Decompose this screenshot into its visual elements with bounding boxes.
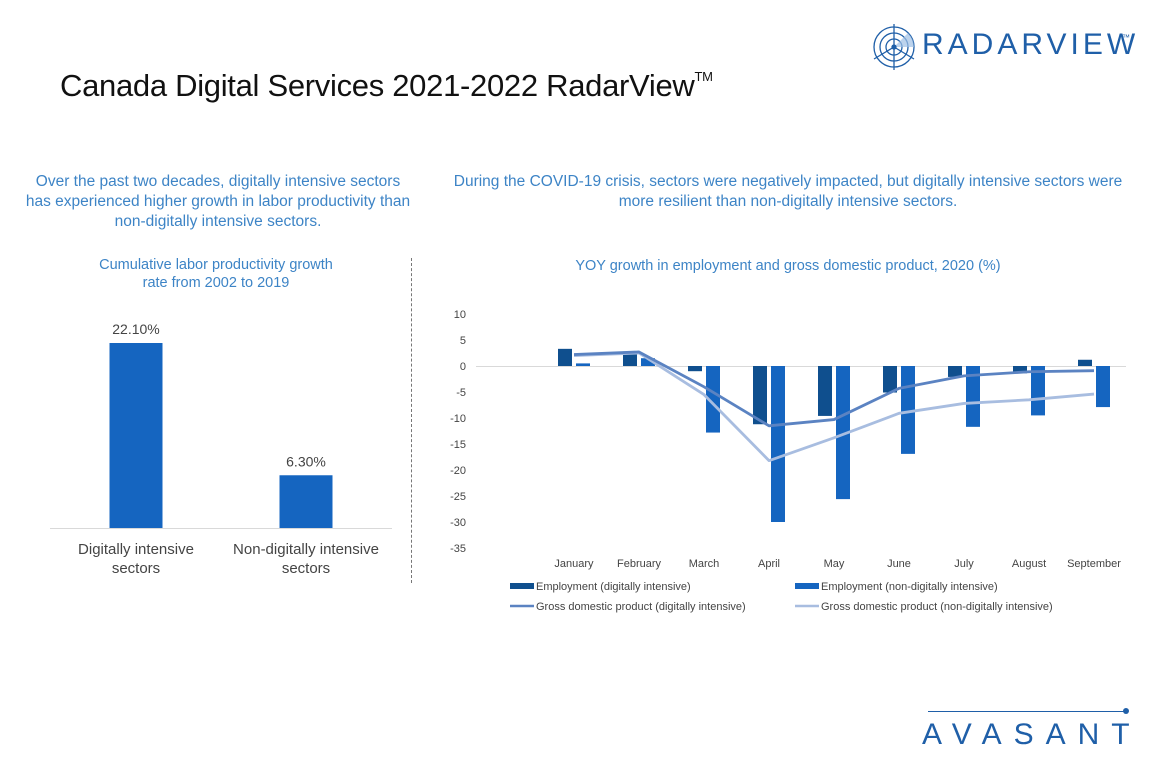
data-label: 22.10%: [112, 321, 159, 337]
bar: [688, 366, 702, 372]
bar: [576, 363, 590, 366]
series-line: [573, 350, 1095, 428]
x-tick-label: sectors: [112, 560, 160, 577]
bar: [966, 366, 980, 427]
bar: [706, 366, 720, 433]
right-lead-text: During the COVID-19 crisis, sectors were…: [453, 173, 1123, 210]
legend-label: Gross domestic product (non-digitally in…: [821, 601, 1053, 613]
x-tick-label: August: [1012, 558, 1046, 570]
avasant-logo-line: [928, 711, 1124, 712]
radarview-logo-tm: ™: [1122, 33, 1130, 42]
legend-swatch: [510, 583, 534, 589]
bar: [836, 366, 850, 500]
left-chart-title: Cumulative labor productivity growth rat…: [40, 256, 392, 292]
data-label: 6.30%: [286, 453, 326, 469]
left-chart-title-line1: Cumulative labor productivity growth: [99, 257, 333, 273]
radarview-logo-text: RADARVIEW: [922, 28, 1140, 61]
page-title: Canada Digital Services 2021-2022 RadarV…: [60, 68, 713, 104]
bar: [641, 358, 655, 366]
y-tick-label: 0: [460, 361, 466, 373]
productivity-bar-chart: 22.10% Digitally intensive sectors 6.30% Non…: [50, 321, 392, 577]
bar: [818, 366, 832, 416]
x-tick-label: April: [758, 558, 780, 570]
bar: [109, 343, 163, 528]
radar-icon: [873, 24, 915, 70]
left-lead-text: Over the past two decades, digitally int…: [25, 173, 411, 230]
bar: [1096, 366, 1110, 408]
y-tick-label: -5: [456, 387, 466, 399]
y-tick-label: -30: [450, 517, 466, 529]
panel-divider: [411, 258, 412, 583]
radarview-logo: [873, 24, 915, 70]
x-tick-label: sectors: [282, 560, 330, 577]
legend-label: Employment (digitally intensive): [536, 581, 691, 593]
bar: [883, 366, 897, 393]
x-tick-label: Non-digitally intensive: [233, 541, 379, 558]
trademark: TM: [694, 68, 713, 84]
x-tick-label: July: [954, 558, 974, 570]
legend-swatch: [795, 583, 819, 589]
bar: [948, 366, 962, 377]
bar: [1013, 366, 1027, 374]
x-tick-label: June: [887, 558, 911, 570]
y-tick-label: -25: [450, 491, 466, 503]
avasant-logo-dot: [1123, 708, 1129, 714]
bar: [753, 366, 767, 425]
series-line: [573, 351, 1095, 463]
y-tick-label: -20: [450, 465, 466, 477]
legend-label: Employment (non-digitally intensive): [821, 581, 998, 593]
y-tick-label: -35: [450, 543, 466, 555]
y-tick-label: 5: [460, 335, 466, 347]
x-tick-label: September: [1067, 558, 1121, 570]
page-title-text: Canada Digital Services 2021-2022 RadarV…: [60, 68, 695, 103]
bar: [771, 366, 785, 522]
legend-label: Gross domestic product (digitally intens…: [536, 601, 746, 613]
bar: [279, 475, 333, 528]
bar: [623, 351, 637, 366]
yoy-growth-chart: 10 5 0 -5 -10 -15 -20 -25 -30 -35 January February M…: [450, 309, 1126, 613]
avasant-logo: AVASANT: [922, 718, 1142, 751]
x-tick-label: Digitally intensive: [78, 541, 194, 558]
x-tick-label: March: [689, 558, 720, 570]
left-chart-title-line2: rate from 2002 to 2019: [142, 275, 290, 291]
y-tick-label: -15: [450, 439, 466, 451]
y-tick-label: -10: [450, 413, 466, 425]
x-tick-label: January: [554, 558, 594, 570]
x-tick-label: May: [824, 558, 845, 570]
y-tick-label: 10: [454, 309, 466, 321]
x-tick-label: February: [617, 558, 662, 570]
bar: [1078, 359, 1092, 366]
bar: [558, 348, 572, 366]
bar: [1031, 366, 1045, 416]
right-chart-title: YOY growth in employment and gross domes…: [575, 258, 1001, 274]
